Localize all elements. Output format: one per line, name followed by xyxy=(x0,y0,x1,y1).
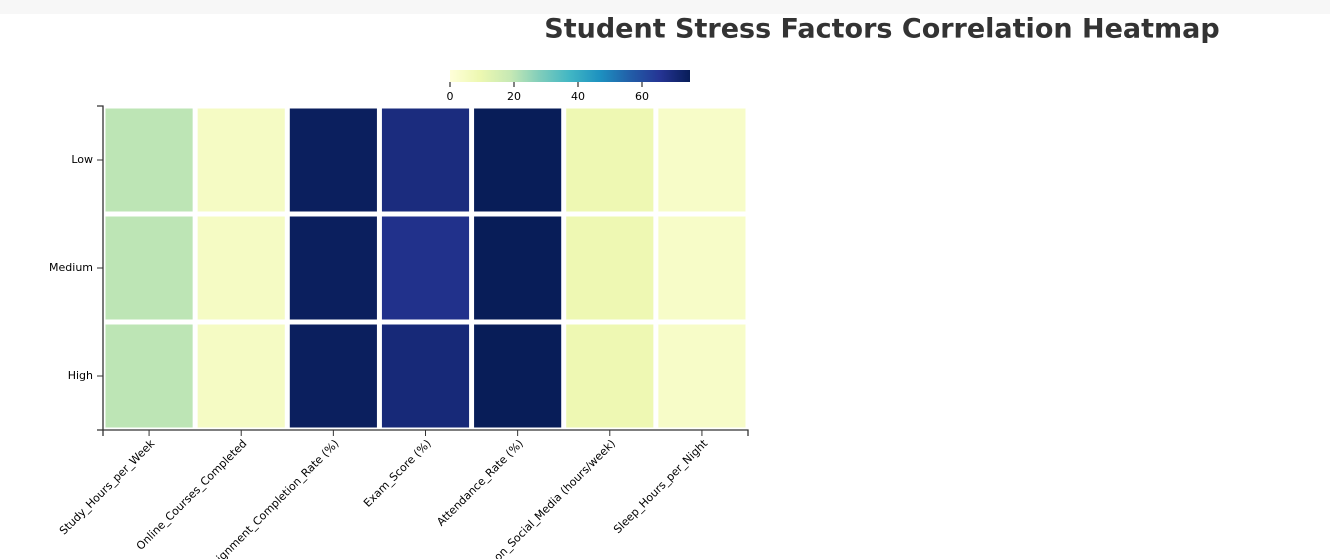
heat-cell xyxy=(565,215,655,321)
heat-cell xyxy=(657,215,747,321)
y-tick-label: Low xyxy=(71,153,93,166)
chart-title: Student Stress Factors Correlation Heatm… xyxy=(544,14,1219,45)
x-tick-label: Sleep_Hours_per_Night xyxy=(611,437,711,537)
heat-cell xyxy=(104,215,194,321)
y-tick-label: High xyxy=(68,369,93,382)
heat-cell xyxy=(288,323,378,429)
heat-cell xyxy=(288,215,378,321)
heat-cell xyxy=(380,107,471,213)
heat-cell xyxy=(657,323,747,429)
heat-cell xyxy=(565,323,655,429)
colorbar-tick-label: 0 xyxy=(447,90,454,103)
heat-cell xyxy=(196,107,286,213)
x-tick-label: Attendance_Rate (%) xyxy=(434,437,526,529)
heat-cell xyxy=(104,323,194,429)
x-tick-label: Exam_Score (%) xyxy=(361,437,434,510)
heat-cell xyxy=(196,323,286,429)
heat-cell xyxy=(473,215,563,321)
y-tick-label: Medium xyxy=(49,261,93,274)
colorbar xyxy=(450,70,690,82)
top-bar xyxy=(0,0,1330,14)
colorbar-tick-label: 20 xyxy=(507,90,521,103)
heat-cell xyxy=(565,107,655,213)
x-tick-label: Online_Courses_Completed xyxy=(134,437,250,553)
x-tick-label: Study_Hours_per_Week xyxy=(57,437,158,538)
heat-cell xyxy=(288,107,378,213)
heat-cell xyxy=(473,323,563,429)
colorbar-tick-label: 40 xyxy=(571,90,585,103)
heat-cell xyxy=(657,107,747,213)
heat-cell xyxy=(104,107,194,213)
heat-cell xyxy=(380,215,471,321)
colorbar-tick-label: 60 xyxy=(635,90,649,103)
heat-cell xyxy=(473,107,563,213)
heat-cell xyxy=(196,215,286,321)
heat-cell xyxy=(380,323,471,429)
